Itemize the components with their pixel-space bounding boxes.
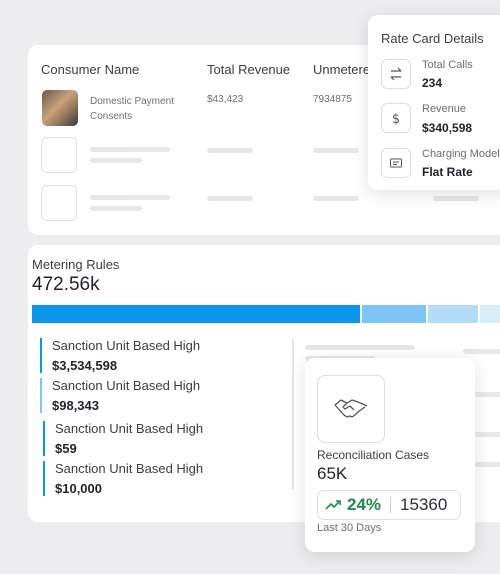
icon: $ [381,103,411,133]
divider [390,497,392,513]
icon [317,375,385,443]
placeholder [90,147,170,152]
bar-segment [428,305,478,323]
rule: Sanction Unit Based High $59 [43,421,203,456]
header-cell: Consumer Name [41,62,140,77]
recon-change: 24% [347,495,382,514]
consumer-name: Domestic Payment Consents [90,96,174,122]
placeholder [90,206,142,211]
reconciliation-card: Reconciliation Cases 65K 24% 15360 Last … [305,358,475,552]
icon-trend [325,500,341,510]
svg-text:$: $ [392,112,400,125]
rule-amount: $3,534,598 [52,358,118,373]
header-cell: Unmetere [313,62,371,77]
metering-total: 472.56k [32,274,100,295]
placeholder-box [41,185,77,221]
icon-arrows [390,67,402,81]
placeholder [313,196,359,201]
rate-value: 234 [422,76,443,90]
placeholder [305,345,415,350]
rule-name: Sanction Unit Based High [52,338,201,353]
bar-segment [362,305,426,323]
placeholder [90,195,170,200]
rate-card: Rate Card Details Total Calls 234 $ Reve… [368,15,500,190]
unmetered: 7934875 [313,94,352,105]
rule-name: Sanction Unit Based High [52,378,201,393]
avatar[interactable] [42,90,78,126]
bar-segment [480,305,500,323]
placeholder [475,432,500,437]
recon-value: 65K [317,464,348,483]
bar-segment [32,305,360,323]
rate-value: Flat Rate [422,165,473,179]
rule-name: Sanction Unit Based High [55,461,204,476]
placeholder [433,196,479,201]
rule-amount: $10,000 [55,481,102,496]
recon-period: Last 30 Days [317,522,382,534]
placeholder [463,349,500,354]
revenue: $43,423 [207,94,244,105]
placeholder [313,148,359,153]
placeholder [475,462,500,467]
rate-label: Revenue [422,103,467,115]
divider [292,339,294,489]
rule-amount: $59 [55,441,77,456]
icon-dollar: $ [392,112,400,125]
rate-card-title: Rate Card Details [381,31,484,46]
metering-title: Metering Rules [32,257,120,272]
placeholder [207,196,253,201]
rule-name: Sanction Unit Based High [55,421,204,436]
recon-count: 15360 [400,495,448,514]
rule-amount: $98,343 [52,398,99,413]
stat-pill: 24% 15360 [317,490,461,520]
rate-label: Charging Model [422,148,500,160]
rate-label: Total Calls [422,59,473,71]
rule: Sanction Unit Based High $3,534,598 [40,338,200,373]
icon-card [390,158,402,168]
placeholder [90,158,142,163]
placeholder-box [41,137,77,173]
icon [381,59,411,89]
rule: Sanction Unit Based High $98,343 [40,378,200,413]
icon-handshake [334,399,368,418]
header-cell: Total Revenue [207,62,291,77]
rate-value: $340,598 [422,121,473,135]
placeholder [207,148,253,153]
icon [381,148,411,178]
rule: Sanction Unit Based High $10,000 [43,461,203,496]
placeholder [475,392,500,397]
recon-title: Reconciliation Cases [317,448,430,462]
